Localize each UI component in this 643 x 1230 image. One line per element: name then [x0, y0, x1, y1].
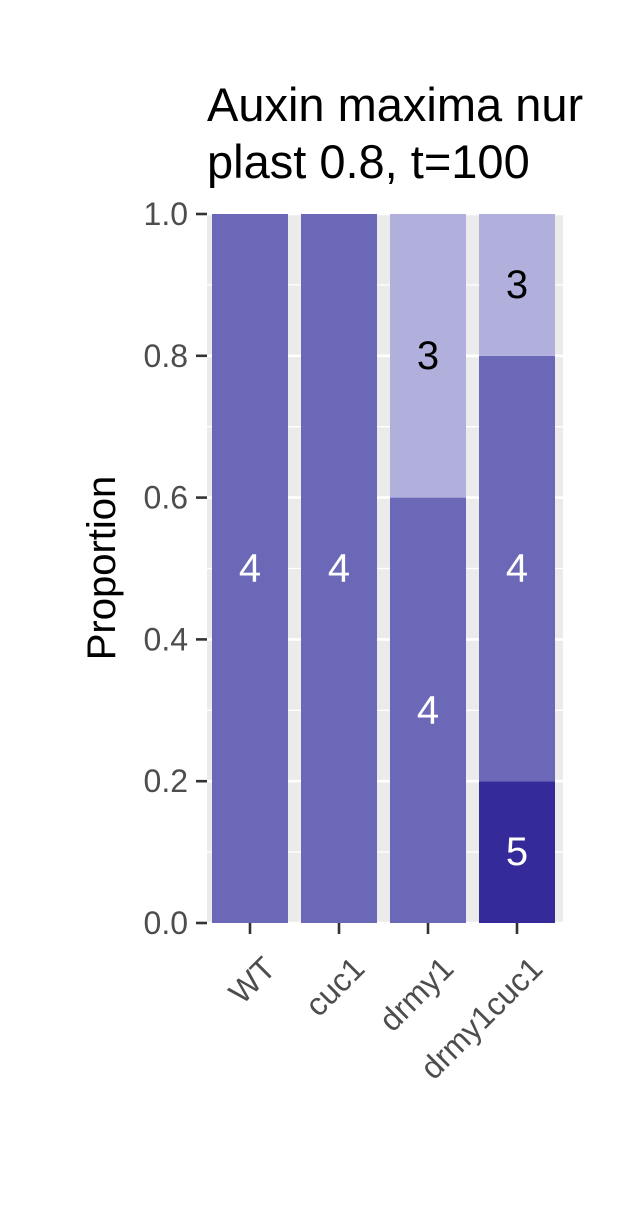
- y-tick-label: 0.2: [144, 763, 188, 799]
- y-tick-label: 1.0: [144, 196, 188, 232]
- x-tick-label: cuc1: [298, 950, 371, 1023]
- segment-label: 4: [506, 547, 528, 591]
- y-tick-label: 0.6: [144, 480, 188, 516]
- segment-label: 4: [328, 547, 350, 591]
- chart-title-line-1: Auxin maxima nur: [207, 78, 583, 131]
- bar-segment-drmy1cuc1-4: [479, 355, 555, 782]
- x-tick-label: WT: [222, 950, 283, 1011]
- bar-segment-cuc1-4: [301, 214, 377, 923]
- segment-label: 3: [506, 263, 528, 307]
- y-axis-title: Proportion: [80, 476, 124, 661]
- bar-segment-drmy1cuc1-5: [479, 781, 555, 923]
- bar-segment-drmy1cuc1-3: [479, 214, 555, 356]
- y-tick-label: 0.8: [144, 338, 188, 374]
- y-tick-label: 0.0: [144, 905, 188, 941]
- bar-segment-drmy1-3: [390, 214, 466, 498]
- segment-label: 3: [417, 334, 439, 378]
- segment-label: 4: [239, 547, 261, 591]
- chart-title-line-2: plast 0.8, t=100: [207, 135, 530, 188]
- segment-label: 4: [417, 688, 439, 732]
- bar-segment-WT-4: [212, 214, 288, 923]
- y-tick-label: 0.4: [144, 621, 188, 657]
- x-tick-label: drmy1: [372, 950, 460, 1038]
- stacked-bars: [212, 214, 555, 923]
- segment-label: 5: [506, 830, 528, 874]
- segment-labels: 4 4 4 3 5 4 3: [239, 263, 528, 874]
- bar-segment-drmy1-4: [390, 497, 466, 923]
